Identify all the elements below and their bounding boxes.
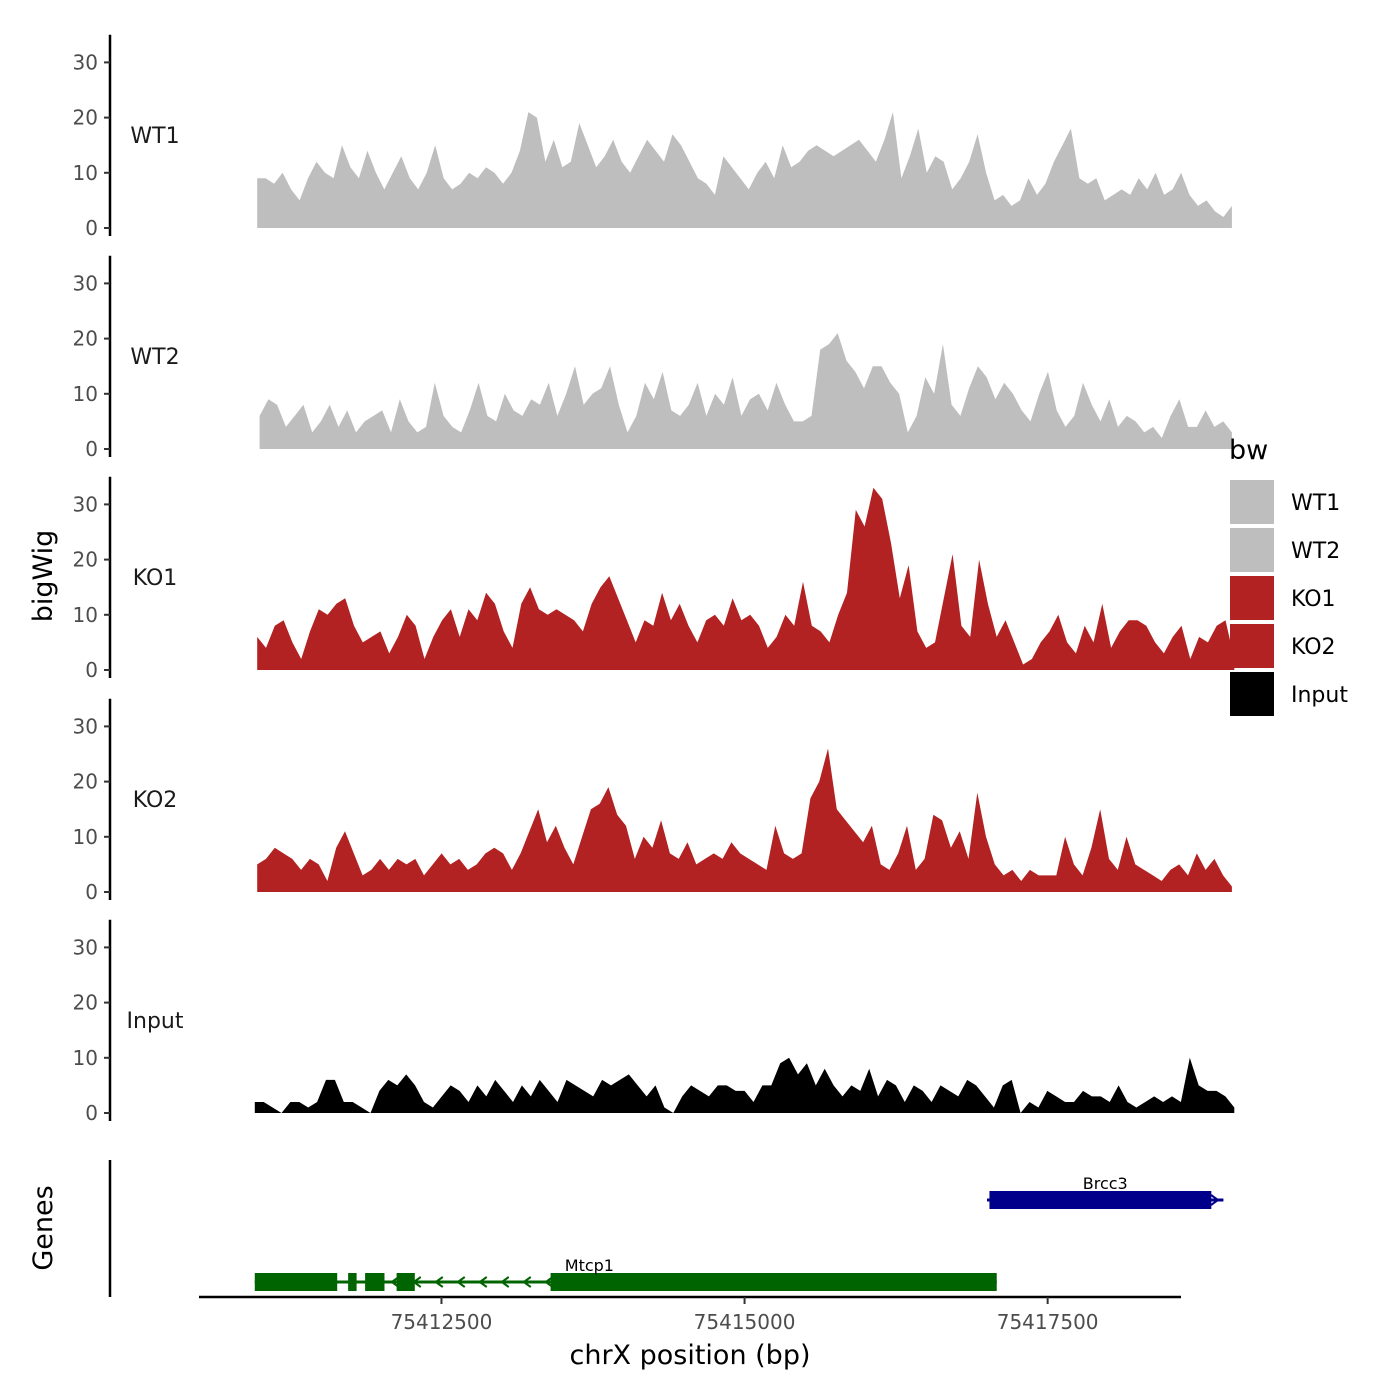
y-tick-label: 20 xyxy=(73,991,98,1015)
track-label: KO2 xyxy=(133,788,178,813)
x-tick-label: 75412500 xyxy=(391,1310,493,1334)
gene-exon xyxy=(254,1273,338,1291)
gene-brcc3: Brcc3 xyxy=(987,1174,1224,1209)
strand-arrow xyxy=(522,1276,532,1288)
x-tick-label: 75417500 xyxy=(997,1310,1099,1334)
strand-arrow xyxy=(390,1276,400,1288)
coverage-area-input xyxy=(254,1057,1235,1113)
strand-arrow xyxy=(1210,1194,1220,1206)
y-tick-label: 30 xyxy=(73,935,98,959)
gene-name-label: Brcc3 xyxy=(1083,1174,1128,1193)
legend-label: KO1 xyxy=(1291,587,1336,612)
gene-name-label: Mtcp1 xyxy=(565,1256,614,1275)
legend-entry-ko2: KO2 xyxy=(1230,624,1336,668)
y-tick-label: 20 xyxy=(73,106,98,130)
y-axis-title: bigWig xyxy=(28,530,59,623)
genes-panel: Mtcp1 Brcc3 xyxy=(108,1160,1224,1297)
legend-swatch xyxy=(1230,624,1274,668)
track-panel-wt1: 0 10 20 30 WT1 xyxy=(73,34,1232,240)
y-tick-label: 10 xyxy=(73,1046,98,1070)
track-label: WT2 xyxy=(130,345,179,370)
legend-swatch xyxy=(1230,528,1274,572)
track-panels: 0 10 20 30 WT1 0 10 20 30 WT2 0 10 20 30 KO1 0 10 20 30 KO2… xyxy=(73,34,1235,1125)
y-tick-label: 30 xyxy=(73,271,98,295)
legend-label: WT2 xyxy=(1291,539,1340,564)
coverage-area-wt2 xyxy=(259,333,1232,449)
track-label: KO1 xyxy=(133,566,178,591)
coverage-area-ko1 xyxy=(257,487,1235,670)
legend-swatch xyxy=(1230,576,1274,620)
track-panel-ko2: 0 10 20 30 KO2 xyxy=(73,698,1232,904)
x-axis: 75412500 75415000 75417500 xyxy=(199,1295,1181,1334)
y-tick-label: 10 xyxy=(73,382,98,406)
y-tick-label: 0 xyxy=(85,658,98,682)
y-tick-label: 0 xyxy=(85,216,98,240)
y-tick-label: 0 xyxy=(85,1101,98,1125)
gene-exon xyxy=(550,1273,997,1291)
y-tick-label: 30 xyxy=(73,492,98,516)
strand-arrow xyxy=(434,1276,444,1288)
legend-swatch xyxy=(1230,480,1274,524)
track-panel-ko1: 0 10 20 30 KO1 xyxy=(73,476,1235,682)
coverage-area-wt1 xyxy=(257,112,1232,228)
gene-mtcp1: Mtcp1 xyxy=(254,1256,997,1291)
legend-entry-wt1: WT1 xyxy=(1230,480,1340,524)
strand-arrow xyxy=(544,1276,554,1288)
legend-label: WT1 xyxy=(1291,491,1340,516)
track-panel-wt2: 0 10 20 30 WT2 xyxy=(73,255,1232,461)
gene-exon xyxy=(365,1273,385,1291)
gene-exon xyxy=(348,1273,357,1291)
strand-arrow xyxy=(456,1276,466,1288)
x-tick-label: 75415000 xyxy=(694,1310,796,1334)
y-tick-label: 20 xyxy=(73,327,98,351)
coverage-area-ko2 xyxy=(257,748,1232,892)
strand-arrow xyxy=(478,1276,488,1288)
legend-title: bw xyxy=(1229,435,1268,466)
track-label: WT1 xyxy=(130,124,179,149)
legend: bw WT1 WT2 KO1 KO2 Input xyxy=(1229,435,1348,716)
gene-exon xyxy=(989,1191,1212,1209)
y-tick-label: 10 xyxy=(73,161,98,185)
y-tick-label: 20 xyxy=(73,770,98,794)
gene-exon xyxy=(396,1273,415,1291)
track-label: Input xyxy=(127,1009,184,1034)
track-panel-input: 0 10 20 30 Input xyxy=(73,919,1235,1125)
legend-entry-input: Input xyxy=(1230,672,1348,716)
y-tick-label: 0 xyxy=(85,880,98,904)
legend-label: Input xyxy=(1291,683,1348,708)
legend-swatch xyxy=(1230,672,1274,716)
y-tick-label: 10 xyxy=(73,603,98,627)
genes-axis-title: Genes xyxy=(28,1185,59,1270)
y-tick-label: 30 xyxy=(73,714,98,738)
y-tick-label: 20 xyxy=(73,548,98,572)
legend-entry-ko1: KO1 xyxy=(1230,576,1336,620)
y-tick-label: 0 xyxy=(85,437,98,461)
y-tick-label: 10 xyxy=(73,825,98,849)
legend-entry-wt2: WT2 xyxy=(1230,528,1340,572)
y-tick-label: 30 xyxy=(73,50,98,74)
legend-label: KO2 xyxy=(1291,635,1336,660)
strand-arrow xyxy=(500,1276,510,1288)
x-axis-title: chrX position (bp) xyxy=(569,1340,810,1371)
